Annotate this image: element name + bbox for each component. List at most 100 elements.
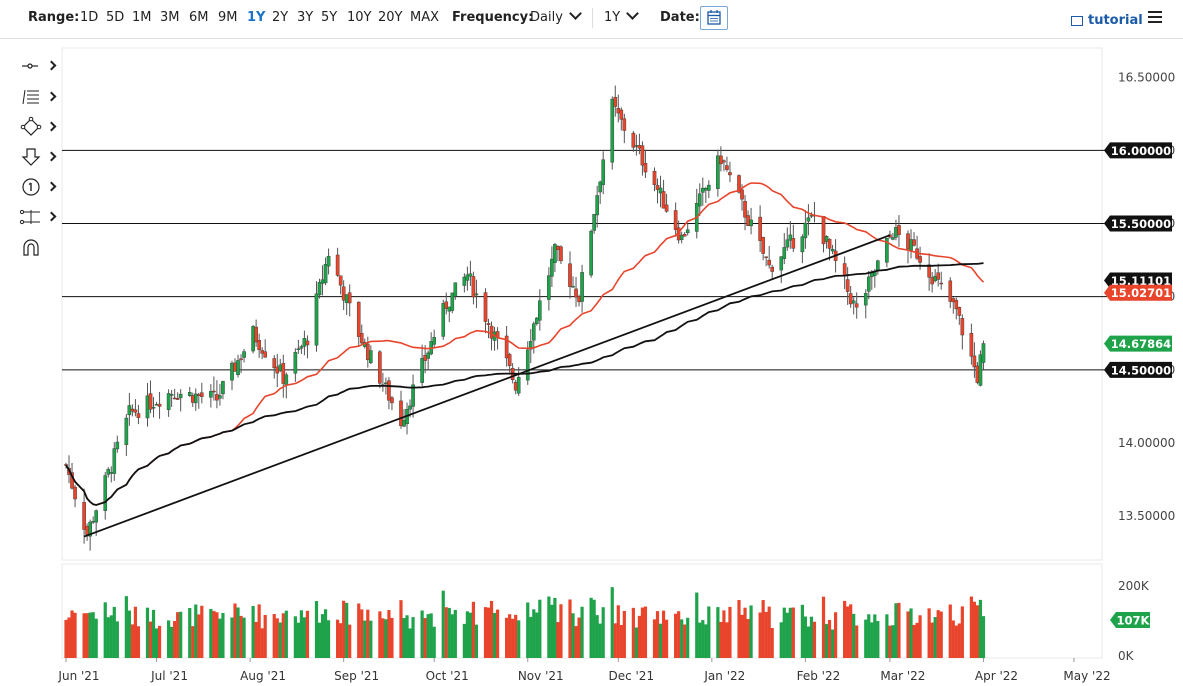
candle-body [387,380,391,401]
volume-bar [622,610,626,658]
candle-body [927,264,931,278]
frequency-select[interactable]: Daily [530,7,582,26]
candle-body [643,163,648,173]
candle-body [580,272,584,302]
volume-bar [345,602,349,658]
tool-shapes[interactable] [18,116,58,138]
candle-body [525,349,530,381]
range-6m[interactable]: 6M [189,10,209,25]
candle-body [577,296,581,303]
volume-bar [888,625,892,658]
volume-bar [218,618,222,658]
volume-bar [695,592,699,658]
volume-bar [927,608,931,658]
trendline [83,234,891,538]
magnet-icon [23,239,39,256]
candle-body [851,300,856,304]
range-3m[interactable]: 3M [160,10,180,25]
film-icon [1071,16,1083,26]
candle-body [359,333,364,344]
tool-line[interactable] [18,55,58,77]
volume-bar [405,615,409,658]
volume-bar [85,613,89,658]
volume-bar [483,607,488,658]
volume-bar [94,618,98,658]
candle-body [326,255,331,267]
candle-body [697,193,702,207]
candle-body [320,279,325,284]
tool-marker[interactable] [18,176,58,198]
range-2y[interactable]: 2Y [272,10,289,25]
volume-bar [677,611,681,658]
range-9m[interactable]: 9M [218,10,238,25]
range-20y[interactable]: 20Y [378,10,403,25]
candle-body [658,187,663,194]
volume-bar [176,612,180,658]
candle-body [743,200,747,218]
candle-body [589,230,593,276]
range-5d[interactable]: 5D [106,10,125,25]
x-tick-label: Dec '21 [608,669,654,683]
fibonacci-icon [22,89,39,105]
range-1m[interactable]: 1M [132,10,152,25]
candle-body [450,292,455,311]
candle-body [441,303,446,337]
tool-measure[interactable] [18,206,58,228]
candle-body [821,215,826,245]
candle-body [432,337,436,345]
candle-body [91,521,95,523]
volume-bar [447,607,451,658]
candle-body [124,417,129,445]
range-5y[interactable]: 5Y [321,10,338,25]
volume-bar [640,607,645,658]
volume-panel-frame [61,563,1103,659]
candle-body [800,236,805,253]
volume-bar [302,617,307,658]
candle-body [894,227,898,238]
volume-bar [486,607,491,658]
candle-body [885,238,889,263]
period-select[interactable]: 1Y [604,7,640,26]
tool-magnet[interactable] [18,236,58,258]
candle-body [866,276,871,292]
volume-bar [791,607,795,658]
date-label: Date: [660,10,700,25]
volume-bar [420,610,424,658]
x-tick-label: Apr '22 [975,669,1018,683]
volume-bar [894,603,898,658]
calendar-button[interactable] [700,6,728,30]
volume-bar [233,603,237,658]
range-max[interactable]: MAX [410,10,440,25]
volume-bar [661,610,666,658]
range-10y[interactable]: 10Y [347,10,372,25]
number-marker-icon [22,178,40,196]
candle-body [133,409,138,413]
volume-bar [951,620,955,658]
volume-bar [170,626,174,658]
candle-body [299,346,304,349]
candle-body [749,219,753,227]
tool-arrow[interactable] [18,146,58,168]
volume-bar [538,599,542,658]
range-3y[interactable]: 3Y [297,10,314,25]
candle-body [369,350,373,364]
range-1y[interactable]: 1Y [247,10,266,25]
candle-body [130,408,135,412]
candle-body [193,393,198,404]
range-1d[interactable]: 1D [80,10,99,25]
volume-bar [598,623,602,658]
volume-bar [299,610,304,658]
tool-fibonacci[interactable] [18,86,58,108]
volume-bar [471,601,476,658]
volume-bar [761,600,765,658]
volume-bar [323,609,328,658]
tutorial-link[interactable]: tutorial [1088,13,1143,28]
volume-bar [767,606,771,658]
volume-bar [885,614,889,658]
candle-body [275,366,280,374]
candle-body [423,355,427,361]
hamburger-menu-icon[interactable] [1148,11,1162,26]
candle-body [402,419,406,427]
candle-body [504,335,509,359]
volume-bar [450,614,454,658]
